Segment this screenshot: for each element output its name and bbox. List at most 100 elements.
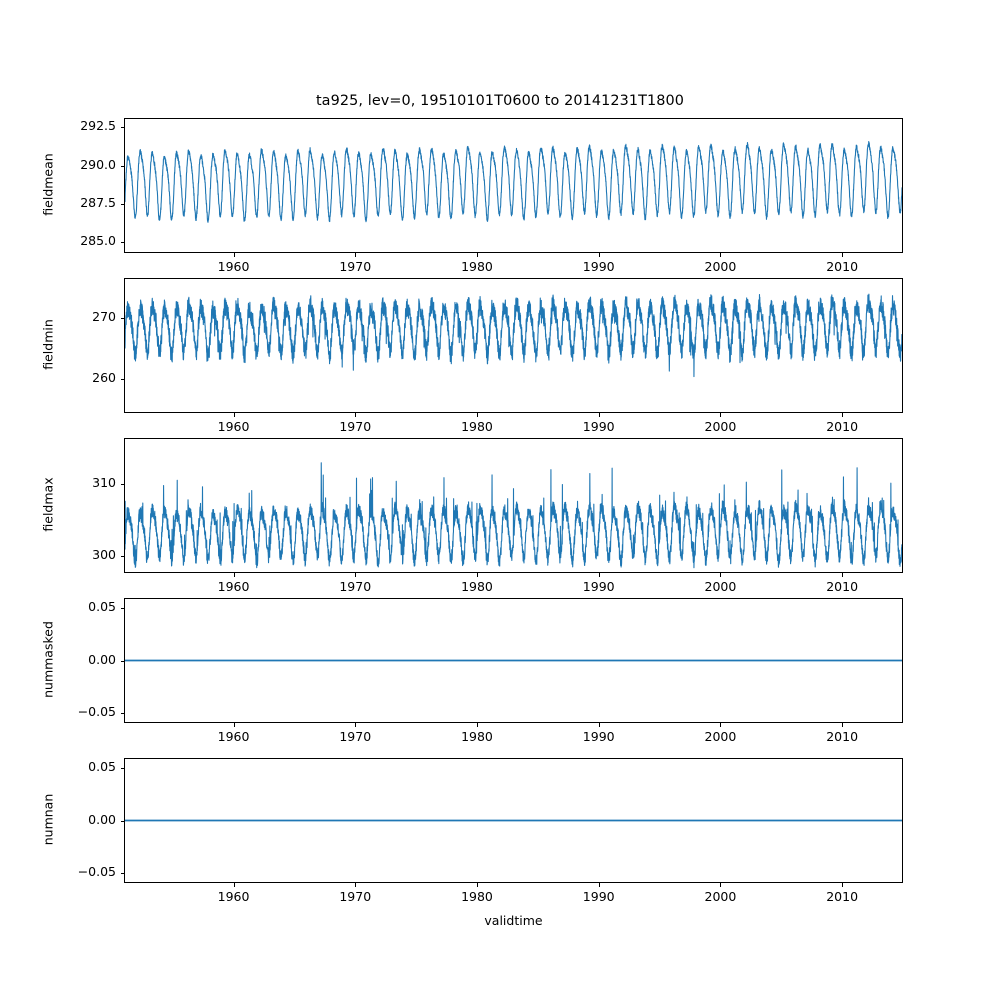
xtick-label-fieldmin-4: 2000	[704, 419, 737, 434]
xtick-mark-numnan-1	[355, 883, 357, 887]
xtick-label-fieldmean-1: 1970	[339, 259, 372, 274]
xtick-mark-fieldmax-3	[598, 573, 600, 577]
xtick-mark-numnan-0	[233, 883, 235, 887]
subplot-nummasked	[124, 598, 903, 723]
series-fieldmax	[125, 462, 902, 569]
xtick-mark-nummasked-2	[476, 723, 478, 727]
xtick-label-numnan-0: 1960	[217, 889, 250, 904]
xtick-label-numnan-5: 2010	[826, 889, 859, 904]
xtick-label-fieldmean-4: 2000	[704, 259, 737, 274]
xtick-label-fieldmax-0: 1960	[217, 579, 250, 594]
ytick-label-fieldmean-1: 287.5	[80, 194, 116, 210]
xtick-label-fieldmax-2: 1980	[461, 579, 493, 594]
ylabel-fieldmean: fieldmean	[40, 152, 56, 216]
figure-title: ta925, lev=0, 19510101T0600 to 20141231T…	[315, 93, 685, 109]
series-fieldmean	[125, 140, 902, 223]
series-fieldmin	[125, 293, 902, 378]
xtick-mark-fieldmin-1	[355, 413, 357, 417]
ytick-label-fieldmax-0: 300	[92, 546, 116, 562]
xtick-label-fieldmax-3: 1990	[582, 579, 615, 594]
ytick-mark-fieldmean-3	[120, 127, 124, 129]
xtick-label-numnan-2: 1980	[461, 889, 493, 904]
ytick-mark-fieldmean-2	[120, 165, 124, 167]
ytick-mark-fieldmean-1	[120, 203, 124, 205]
xtick-mark-fieldmin-4	[720, 413, 722, 417]
xtick-label-fieldmin-2: 1980	[461, 419, 493, 434]
ytick-label-fieldmean-3: 292.5	[80, 118, 116, 134]
xtick-label-fieldmean-0: 1960	[217, 259, 250, 274]
ytick-mark-numnan-2	[120, 768, 124, 770]
xtick-mark-fieldmean-1	[355, 253, 357, 257]
xtick-mark-fieldmax-5	[842, 573, 844, 577]
xtick-mark-nummasked-0	[233, 723, 235, 727]
ytick-label-fieldmax-1: 310	[92, 474, 116, 490]
xlabel-validtime: validtime	[484, 913, 543, 928]
xtick-mark-fieldmax-1	[355, 573, 357, 577]
xtick-mark-fieldmin-2	[476, 413, 478, 417]
xtick-label-nummasked-4: 2000	[704, 729, 737, 744]
xtick-label-nummasked-0: 1960	[217, 729, 250, 744]
xtick-mark-nummasked-4	[720, 723, 722, 727]
xtick-label-fieldmin-5: 2010	[826, 419, 859, 434]
xtick-mark-numnan-3	[598, 883, 600, 887]
xtick-mark-fieldmean-5	[842, 253, 844, 257]
ytick-label-numnan-2: 0.05	[88, 759, 116, 775]
ytick-label-nummasked-1: 0.00	[88, 651, 116, 667]
ytick-label-nummasked-2: 0.05	[88, 599, 116, 615]
xtick-label-fieldmin-3: 1990	[582, 419, 615, 434]
xtick-label-fieldmin-0: 1960	[217, 419, 250, 434]
ytick-label-numnan-0: −0.05	[77, 863, 116, 879]
xtick-mark-fieldmax-0	[233, 573, 235, 577]
subplot-fieldmax	[124, 438, 903, 573]
subplot-fieldmean	[124, 118, 903, 253]
xtick-label-fieldmax-4: 2000	[704, 579, 737, 594]
xtick-label-nummasked-1: 1970	[339, 729, 372, 744]
xtick-label-fieldmean-5: 2010	[826, 259, 859, 274]
xtick-mark-numnan-5	[842, 883, 844, 887]
ytick-mark-fieldmin-1	[120, 317, 124, 319]
xtick-mark-nummasked-3	[598, 723, 600, 727]
xtick-mark-fieldmean-0	[233, 253, 235, 257]
ytick-label-fieldmin-1: 270	[92, 308, 116, 324]
xtick-mark-numnan-2	[476, 883, 478, 887]
xtick-mark-numnan-4	[720, 883, 722, 887]
ytick-mark-numnan-0	[120, 872, 124, 874]
ytick-label-fieldmin-0: 260	[92, 370, 116, 386]
xtick-label-fieldmin-1: 1970	[339, 419, 372, 434]
ytick-label-numnan-1: 0.00	[88, 811, 116, 827]
xtick-label-fieldmax-5: 2010	[826, 579, 859, 594]
ytick-mark-fieldmin-0	[120, 379, 124, 381]
ylabel-fieldmax: fieldmax	[40, 476, 56, 532]
xtick-mark-nummasked-1	[355, 723, 357, 727]
xtick-mark-fieldmin-5	[842, 413, 844, 417]
xtick-label-fieldmax-1: 1970	[339, 579, 372, 594]
ylabel-fieldmin: fieldmin	[40, 318, 56, 370]
xtick-label-nummasked-3: 1990	[582, 729, 615, 744]
ytick-label-fieldmean-0: 285.0	[80, 233, 116, 249]
ylabel-numnan: numnan	[40, 793, 56, 845]
xtick-mark-nummasked-5	[842, 723, 844, 727]
ytick-mark-fieldmax-0	[120, 555, 124, 557]
ytick-label-fieldmean-2: 290.0	[80, 156, 116, 172]
xtick-label-fieldmean-2: 1980	[461, 259, 493, 274]
ylabel-nummasked: nummasked	[40, 620, 56, 698]
xtick-label-nummasked-2: 1980	[461, 729, 493, 744]
ytick-mark-fieldmax-1	[120, 483, 124, 485]
xtick-mark-fieldmax-4	[720, 573, 722, 577]
ytick-mark-numnan-1	[120, 820, 124, 822]
xtick-label-numnan-1: 1970	[339, 889, 372, 904]
xtick-label-fieldmean-3: 1990	[582, 259, 615, 274]
xtick-label-numnan-4: 2000	[704, 889, 737, 904]
ytick-label-nummasked-0: −0.05	[77, 703, 116, 719]
subplot-numnan	[124, 758, 903, 883]
ytick-mark-nummasked-0	[120, 712, 124, 714]
xtick-mark-fieldmean-3	[598, 253, 600, 257]
xtick-mark-fieldmin-3	[598, 413, 600, 417]
ytick-mark-nummasked-1	[120, 660, 124, 662]
xtick-mark-fieldmax-2	[476, 573, 478, 577]
xtick-mark-fieldmean-2	[476, 253, 478, 257]
xtick-label-nummasked-5: 2010	[826, 729, 859, 744]
subplot-fieldmin	[124, 278, 903, 413]
xtick-label-numnan-3: 1990	[582, 889, 615, 904]
